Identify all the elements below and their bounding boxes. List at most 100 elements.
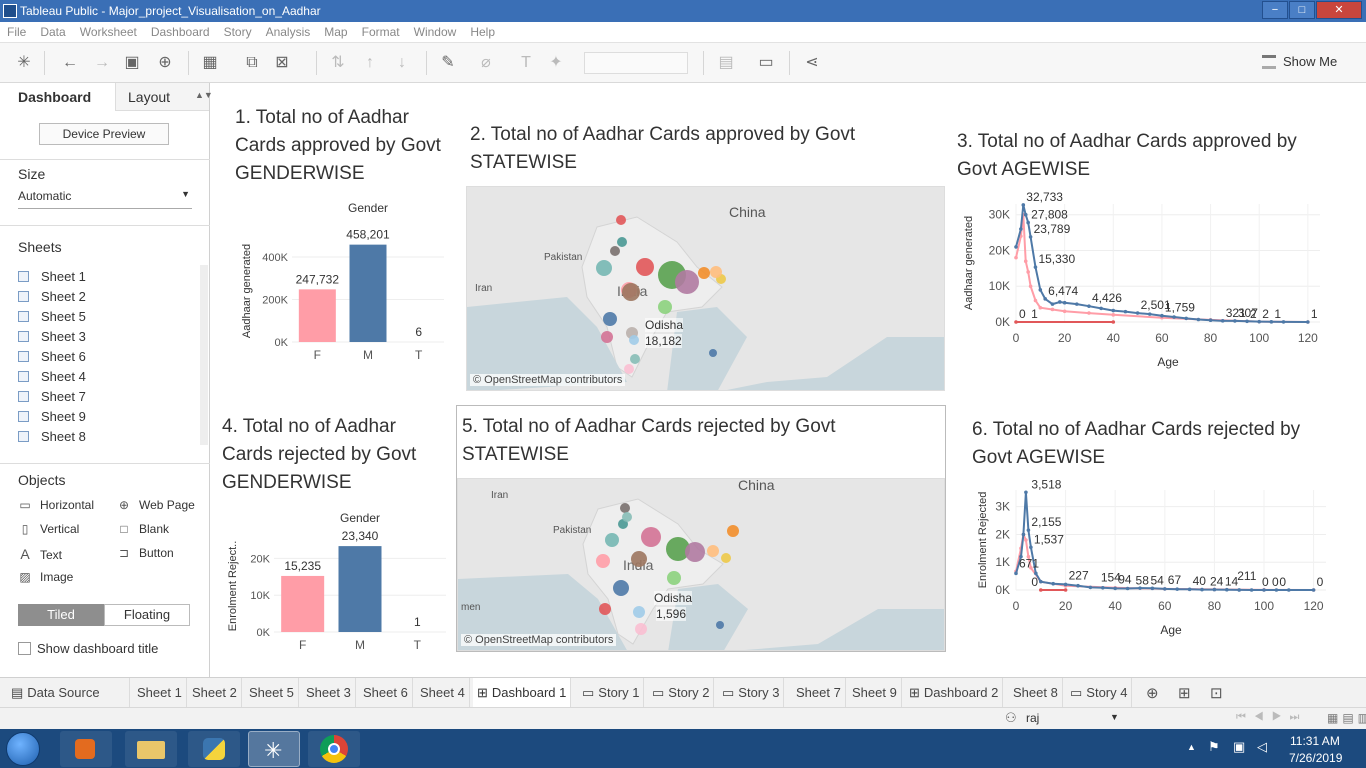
chart-age-rejected[interactable]: 0K 1K 2K 3K 0 20 40 60 80 100 120 Age Enrolment Reje… bbox=[972, 478, 1342, 648]
tab-dashboard-1[interactable]: ⊞ Dashboard 1 bbox=[473, 678, 572, 707]
menu-map[interactable]: Map bbox=[324, 25, 348, 39]
tab-sheet[interactable]: Sheet 6 bbox=[359, 678, 413, 707]
highlight-icon[interactable]: ✎ bbox=[441, 54, 455, 71]
clock-date[interactable]: 7/26/2019 bbox=[1289, 751, 1343, 765]
show-cards-icon[interactable]: ▤ bbox=[718, 54, 734, 71]
sheet-list-item[interactable]: Sheet 8 bbox=[18, 429, 86, 444]
size-dropdown[interactable]: Automatic ▼ bbox=[18, 189, 192, 209]
state-bubble[interactable] bbox=[667, 571, 681, 585]
map-credit[interactable]: © OpenStreetMap contributors bbox=[470, 374, 626, 386]
close-button[interactable]: ✕ bbox=[1316, 1, 1362, 19]
sort-ascending-icon[interactable]: ↑ bbox=[366, 54, 374, 71]
view-toggle-icons[interactable]: ▦▤▥ bbox=[1327, 711, 1366, 725]
object-vertical[interactable]: ▯ Vertical bbox=[18, 522, 80, 536]
file-explorer-icon[interactable] bbox=[125, 731, 177, 767]
state-bubble[interactable] bbox=[641, 527, 661, 547]
state-bubble[interactable] bbox=[599, 603, 611, 615]
tab-sheet[interactable]: Sheet 2 bbox=[188, 678, 242, 707]
menu-format[interactable]: Format bbox=[361, 25, 400, 39]
tableau-taskbar-icon[interactable]: ✳ bbox=[248, 731, 300, 767]
sheet-list-item[interactable]: Sheet 7 bbox=[18, 389, 86, 404]
object-image[interactable]: ▨ Image bbox=[19, 570, 74, 584]
state-bubble[interactable] bbox=[616, 215, 626, 225]
object-web-page[interactable]: ⊕ Web Page bbox=[118, 498, 195, 512]
tableau-logo-icon[interactable]: ✳ bbox=[17, 54, 31, 71]
state-bubble[interactable] bbox=[698, 267, 710, 279]
state-bubble[interactable] bbox=[675, 270, 699, 294]
state-bubble[interactable] bbox=[601, 331, 613, 343]
show-title-checkbox[interactable] bbox=[18, 642, 31, 655]
sheet-list-item[interactable]: Sheet 6 bbox=[18, 349, 86, 364]
tab-layout[interactable]: Layout bbox=[115, 83, 209, 111]
clock-time[interactable]: 11:31 AM bbox=[1290, 734, 1340, 748]
tab-sheet[interactable]: Sheet 5 bbox=[245, 678, 299, 707]
sheet-list-item[interactable]: Sheet 5 bbox=[18, 309, 86, 324]
chrome-icon[interactable] bbox=[308, 731, 360, 767]
object-blank[interactable]: □ Blank bbox=[117, 522, 169, 536]
new-worksheet-icon[interactable]: ▦ bbox=[202, 54, 218, 71]
state-bubble[interactable] bbox=[707, 545, 719, 557]
state-bubble[interactable] bbox=[710, 266, 722, 278]
menu-story[interactable]: Story bbox=[223, 25, 252, 39]
fit-dropdown[interactable] bbox=[584, 52, 688, 74]
redo-icon[interactable]: → bbox=[94, 54, 110, 71]
show-hidden-icons[interactable]: ▲ bbox=[1187, 742, 1196, 752]
tab-story[interactable]: ▭ Story 2 bbox=[648, 678, 715, 707]
menu-file[interactable]: File bbox=[7, 25, 27, 39]
sheet-list-item[interactable]: Sheet 9 bbox=[18, 409, 86, 424]
save-icon[interactable]: ▣ bbox=[124, 54, 140, 71]
state-bubble[interactable] bbox=[618, 519, 628, 529]
media-player-icon[interactable] bbox=[60, 731, 112, 767]
state-bubble[interactable] bbox=[629, 335, 639, 345]
network-icon[interactable]: ▣ bbox=[1233, 739, 1246, 754]
state-bubble[interactable] bbox=[636, 258, 654, 276]
volume-icon[interactable]: ◁ bbox=[1257, 739, 1267, 754]
swap-icon[interactable]: ⇅ bbox=[331, 54, 345, 71]
share-icon[interactable]: ⋖ bbox=[805, 54, 819, 71]
object-text[interactable]: A Text bbox=[18, 546, 62, 562]
tab-sheet[interactable]: Sheet 3 bbox=[302, 678, 356, 707]
state-bubble[interactable] bbox=[721, 553, 731, 563]
state-bubble[interactable] bbox=[727, 525, 739, 537]
undo-icon[interactable]: ← bbox=[62, 54, 78, 71]
menu-data[interactable]: Data bbox=[40, 25, 66, 39]
map-statewise-rejected[interactable]: China Pakistan Iran men India Odisha 1,5… bbox=[457, 478, 945, 651]
minimize-button[interactable]: − bbox=[1262, 1, 1288, 19]
sheet-list-item[interactable]: Sheet 4 bbox=[18, 369, 86, 384]
state-bubble[interactable] bbox=[633, 606, 645, 618]
state-bubble[interactable] bbox=[709, 349, 717, 357]
sort-descending-icon[interactable]: ↓ bbox=[398, 54, 406, 71]
state-bubble[interactable] bbox=[605, 533, 619, 547]
menu-dashboard[interactable]: Dashboard bbox=[150, 25, 210, 39]
menu-worksheet[interactable]: Worksheet bbox=[79, 25, 137, 39]
new-dashboard-icon[interactable]: ⊞ bbox=[1178, 685, 1191, 702]
tab-story[interactable]: ▭ Story 4 bbox=[1066, 678, 1133, 707]
label-icon[interactable]: T bbox=[521, 54, 531, 71]
menu-analysis[interactable]: Analysis bbox=[265, 25, 311, 39]
tab-story[interactable]: ▭ Story 1 bbox=[578, 678, 645, 707]
state-bubble[interactable] bbox=[716, 274, 726, 284]
group-icon[interactable]: ⌀ bbox=[481, 54, 491, 71]
clear-sheet-icon[interactable]: ⊠ bbox=[275, 54, 289, 71]
state-bubble[interactable] bbox=[610, 246, 620, 256]
new-story-icon[interactable]: ⊡ bbox=[1210, 685, 1223, 702]
state-bubble[interactable] bbox=[603, 312, 617, 326]
state-bubble[interactable] bbox=[685, 542, 705, 562]
add-data-source-icon[interactable]: ⊕ bbox=[158, 54, 172, 71]
state-bubble[interactable] bbox=[658, 300, 672, 314]
tab-dashboard-2[interactable]: ⊞ Dashboard 2 bbox=[905, 678, 1004, 707]
maximize-button[interactable]: □ bbox=[1289, 1, 1315, 19]
new-worksheet-icon[interactable]: ⊕ bbox=[1146, 685, 1159, 702]
state-bubble[interactable] bbox=[630, 354, 640, 364]
pin-icon[interactable]: ✦ bbox=[549, 54, 563, 71]
state-bubble[interactable] bbox=[596, 260, 612, 276]
tab-sheet[interactable]: Sheet 7 bbox=[792, 678, 846, 707]
sheet-list-item[interactable]: Sheet 1 bbox=[18, 269, 86, 284]
action-center-icon[interactable]: ⚑ bbox=[1208, 739, 1220, 754]
menu-help[interactable]: Help bbox=[470, 25, 495, 39]
state-bubble[interactable] bbox=[635, 623, 647, 635]
sheet-navigation-icons[interactable]: ⏮◀▶⏭ bbox=[1236, 711, 1308, 723]
show-title-row[interactable]: Show dashboard title bbox=[18, 641, 158, 656]
tab-sheet[interactable]: Sheet 8 bbox=[1009, 678, 1063, 707]
